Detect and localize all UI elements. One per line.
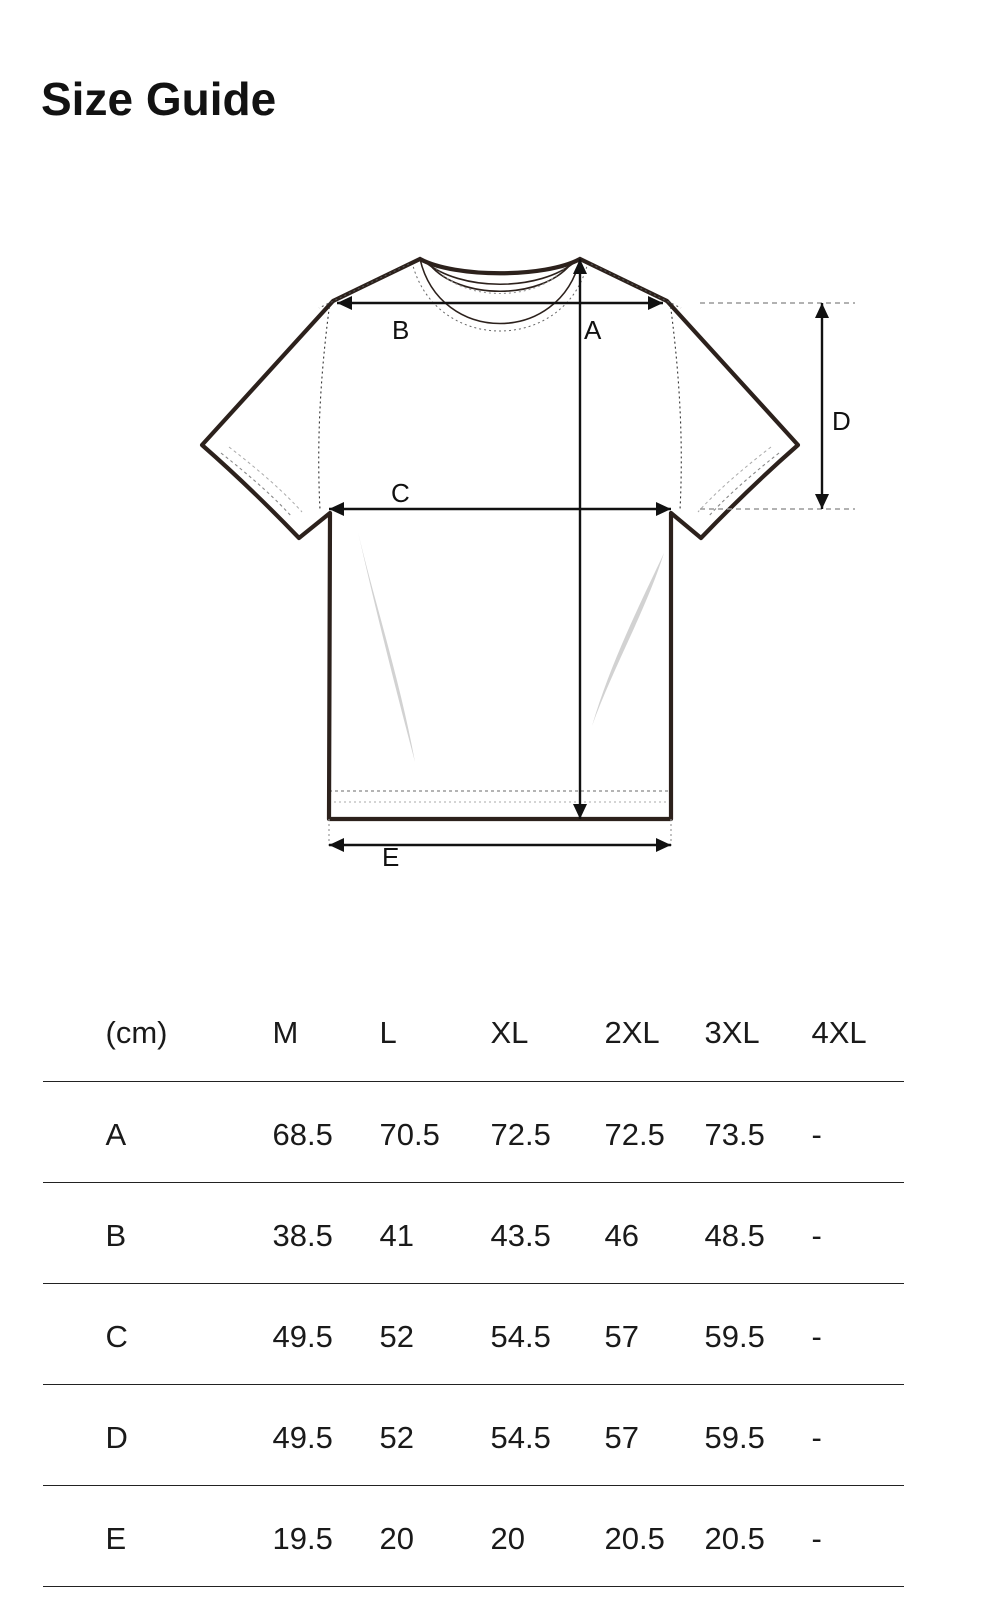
svg-text:B: B (392, 315, 409, 345)
svg-text:D: D (832, 406, 851, 436)
svg-text:A: A (584, 315, 602, 345)
svg-text:C: C (391, 478, 410, 508)
svg-text:E: E (382, 842, 399, 872)
